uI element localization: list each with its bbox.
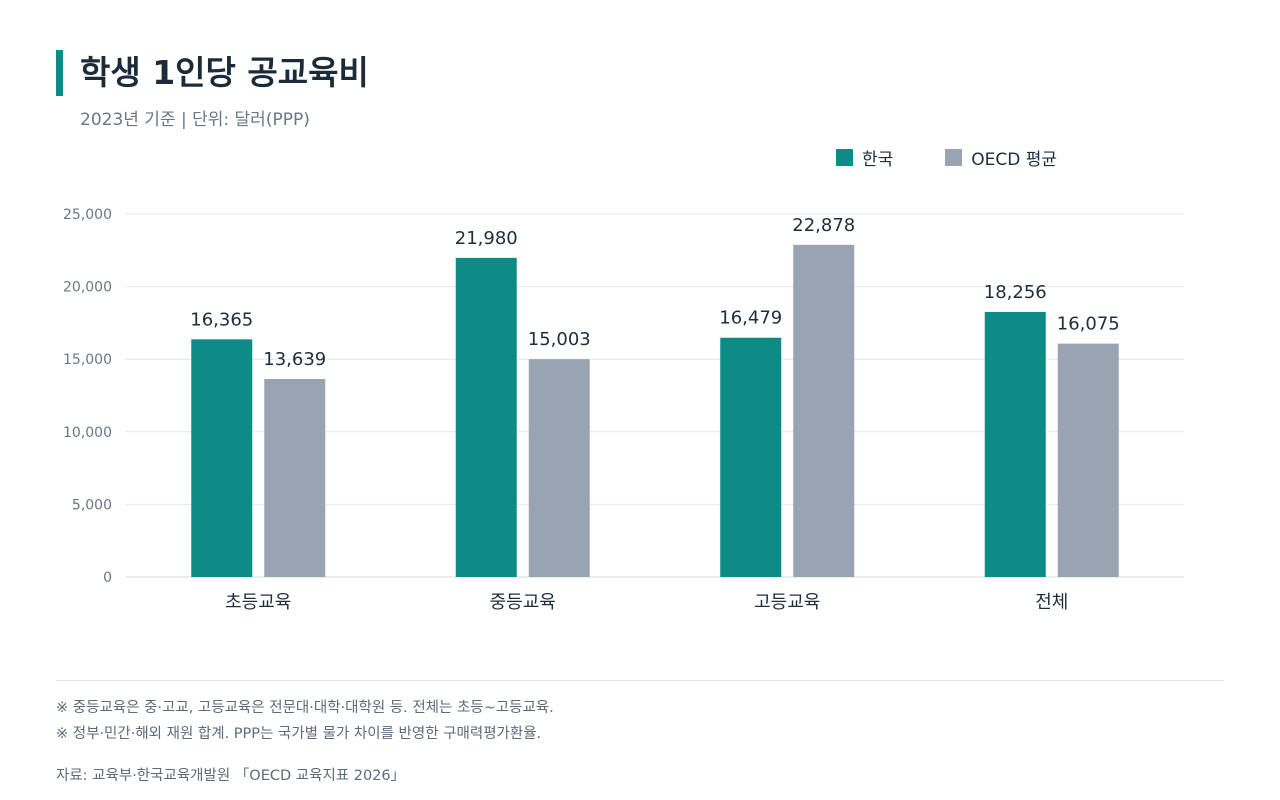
bar-oecd: [1057, 343, 1119, 577]
legend-item-korea: 한국: [836, 145, 893, 170]
x-category-label: 전체: [1035, 592, 1068, 613]
bar-oecd: [528, 359, 590, 577]
x-category-label: 중등교육: [490, 592, 556, 613]
x-category-label: 초등교육: [225, 592, 291, 613]
bar-value-label: 22,878: [792, 215, 855, 236]
footnote-2: ※ 정부·민간·해외 재원 합계. PPP는 국가별 물가 차이를 반영한 구매…: [56, 726, 542, 742]
y-tick-label: 0: [103, 570, 112, 586]
bar-oecd: [793, 244, 855, 577]
bar-korea: [984, 311, 1046, 577]
y-tick-label: 10,000: [63, 425, 112, 441]
bar-oecd: [264, 378, 326, 577]
bar-value-label: 16,075: [1057, 314, 1120, 335]
page-title: 학생 1인당 공교육비: [80, 53, 369, 92]
legend-swatch-oecd: [945, 149, 963, 166]
chart-legend: 한국 OECD 평균: [836, 145, 1057, 170]
bar-chart: 0 5,000 10,000 15,000 20,000 25,000 16,365 13,6…: [63, 207, 1184, 613]
bar-korea: [455, 257, 517, 577]
y-tick-label: 20,000: [63, 280, 112, 296]
legend-label-oecd: OECD 평균: [971, 150, 1058, 170]
bar-value-label: 15,003: [528, 329, 591, 350]
bar-korea: [191, 339, 253, 577]
bar-korea: [720, 337, 782, 577]
y-tick-label: 25,000: [63, 207, 112, 223]
legend-label-korea: 한국: [862, 150, 894, 170]
footnote-1: ※ 중등교육은 중·고교, 고등교육은 전문대·대학·대학원 등. 전체는 초등…: [56, 700, 554, 716]
bar-value-label: 13,639: [263, 349, 326, 370]
page-subtitle: 2023년 기준 | 단위: 달러(PPP): [80, 110, 310, 130]
y-tick-label: 15,000: [63, 352, 112, 368]
bar-value-label: 16,479: [719, 308, 782, 329]
legend-swatch-korea: [836, 149, 853, 166]
title-accent-bar: [56, 50, 63, 96]
footer-divider: [56, 680, 1224, 681]
bar-value-label: 21,980: [455, 228, 518, 249]
bar-value-label: 16,365: [190, 309, 253, 330]
x-category-label: 고등교육: [754, 592, 820, 613]
legend-item-oecd: OECD 평균: [945, 145, 1057, 170]
y-tick-label: 5,000: [72, 497, 112, 513]
source-citation: 자료: 교육부·한국교육개발원 「OECD 교육지표 2026」: [56, 768, 406, 784]
bar-value-label: 18,256: [984, 282, 1047, 303]
